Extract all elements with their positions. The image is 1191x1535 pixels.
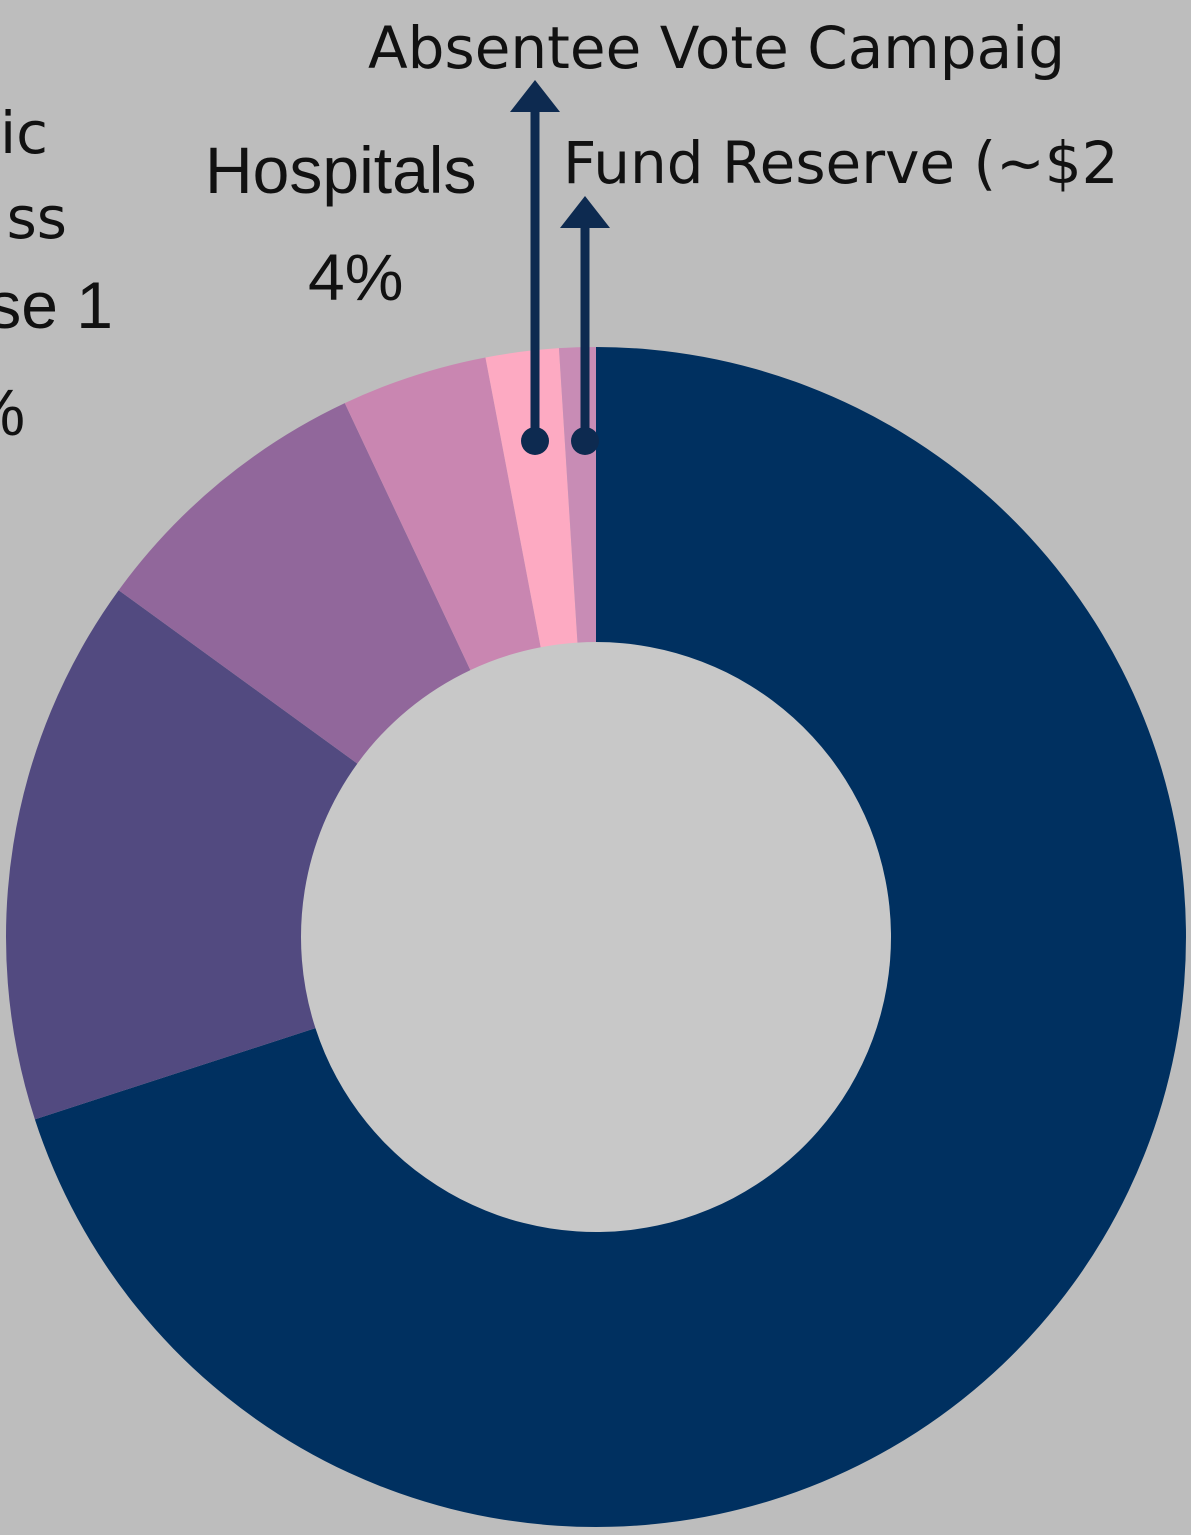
annotation-line: se 1	[0, 268, 113, 342]
slice-label: Hospitals	[205, 133, 476, 207]
value-label: 4%	[308, 240, 403, 314]
arrow-head	[510, 80, 560, 112]
leader-dot	[521, 427, 549, 455]
slice-label: Fund Reserve (~$2	[563, 129, 1119, 197]
slices	[6, 347, 1187, 1527]
leader-arrows	[510, 80, 610, 455]
arrow-head	[560, 196, 610, 228]
annotation-line: ss	[7, 184, 67, 252]
slice	[344, 357, 541, 671]
slice-label: Absentee Vote Campaig	[368, 14, 1065, 82]
annotation-line: ic	[0, 99, 48, 167]
slice	[6, 590, 358, 1120]
slice	[485, 348, 578, 648]
leader-dot	[571, 427, 599, 455]
slice	[34, 347, 1187, 1527]
donut-hole	[296, 637, 896, 1237]
annotation-line: %	[0, 375, 25, 449]
slice	[118, 403, 471, 764]
